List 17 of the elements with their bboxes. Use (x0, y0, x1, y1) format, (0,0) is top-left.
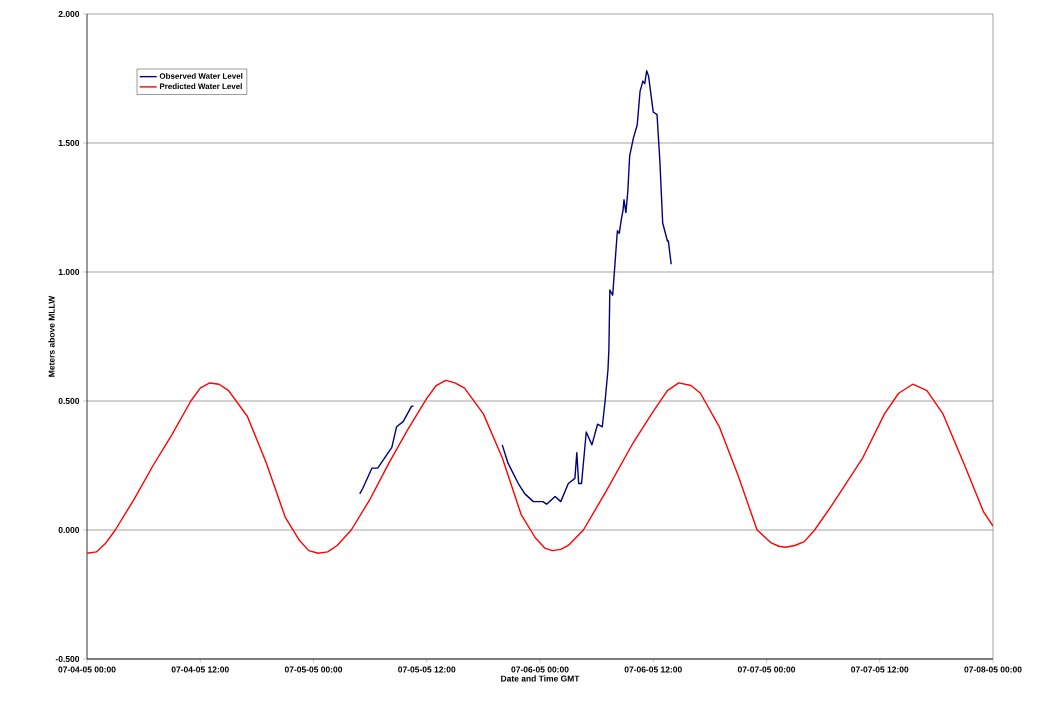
y-tick-label: 1.000 (58, 269, 80, 275)
y-tick-label: 2.000 (58, 11, 80, 17)
y-tick-label: 0.000 (58, 527, 80, 533)
x-tick-label: 07-07-05 12:00 (851, 666, 909, 673)
x-tick-label: 07-04-05 00:00 (58, 666, 116, 673)
y-tick-label: 1.500 (58, 140, 80, 146)
x-tick-label: 07-06-05 12:00 (624, 666, 682, 673)
y-tick-label: -0.500 (55, 656, 80, 662)
x-tick-label: 07-04-05 12:00 (171, 666, 229, 673)
x-tick-label: 07-06-05 00:00 (511, 666, 569, 673)
x-tick-label: 07-08-05 00:00 (964, 666, 1022, 673)
x-tick-label: 07-05-05 00:00 (284, 666, 343, 673)
x-tick-label: 07-07-05 00:00 (737, 666, 796, 673)
y-tick-label: 0.500 (58, 398, 80, 404)
x-tick-label: 07-05-05 12:00 (398, 666, 456, 673)
x-axis-title: Date and Time GMT (501, 675, 580, 682)
y-axis-title: Meters above MLLW (48, 295, 55, 377)
